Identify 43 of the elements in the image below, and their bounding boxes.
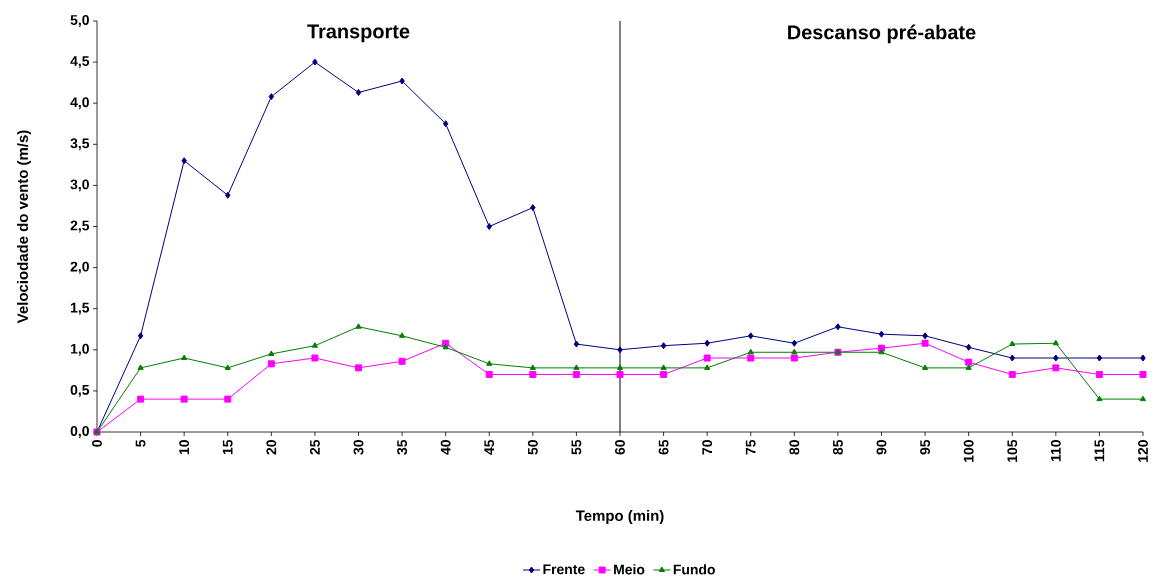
x-tick-label: 40: [440, 440, 451, 455]
x-tick-label: 95: [920, 439, 931, 455]
x-tick-label: 65: [658, 439, 669, 455]
x-tick-label: 20: [266, 440, 277, 455]
x-tick-label: 80: [789, 440, 800, 455]
x-tick-label: 0: [92, 440, 102, 447]
x-tick-label: 10: [179, 440, 190, 455]
y-tick-label: 0,5: [70, 384, 90, 397]
x-tick-label: 100: [963, 440, 974, 462]
legend-label: Frente: [543, 564, 585, 575]
y-tick-label: 0,0: [70, 426, 89, 438]
x-tick-label: 120: [1138, 440, 1148, 462]
x-tick-label: 5: [135, 439, 146, 447]
y-tick-label: 5,0: [70, 15, 89, 27]
legend-label: Fundo: [673, 564, 715, 575]
x-tick-label: 35: [397, 439, 408, 455]
x-tick-label: 75: [745, 439, 756, 455]
y-tick-label: 3,5: [70, 138, 90, 151]
x-tick-label: 90: [876, 440, 887, 455]
x-tick-label: 70: [702, 440, 713, 455]
legend-label: Meio: [614, 564, 645, 575]
y-axis-title: Velociodade do vento (m/s): [17, 130, 31, 324]
y-tick-label: 2,0: [70, 261, 89, 274]
x-tick-label: 15: [222, 439, 233, 455]
y-tick-label: 1,5: [70, 302, 90, 315]
x-tick-label: 30: [353, 440, 364, 455]
annotation: Transporte: [307, 24, 410, 43]
x-tick-label: 55: [571, 439, 582, 455]
x-tick-label: 60: [615, 440, 625, 455]
y-tick-label: 3,0: [70, 179, 89, 192]
x-tick-label: 110: [1050, 440, 1061, 462]
x-tick-label: 115: [1094, 439, 1105, 462]
x-tick-label: 45: [484, 439, 495, 455]
y-tick-label: 2,5: [70, 220, 90, 233]
x-axis-title: Tempo (min): [575, 510, 664, 524]
y-tick-label: 4,5: [70, 56, 90, 68]
x-tick-label: 50: [527, 440, 538, 455]
annotation: Descanso pré-abate: [788, 24, 976, 44]
x-tick-label: 85: [832, 439, 843, 455]
x-tick-label: 105: [1007, 439, 1018, 462]
y-tick-label: 1,0: [70, 343, 89, 356]
y-tick-label: 4,0: [70, 97, 89, 110]
x-tick-label: 25: [309, 439, 320, 455]
